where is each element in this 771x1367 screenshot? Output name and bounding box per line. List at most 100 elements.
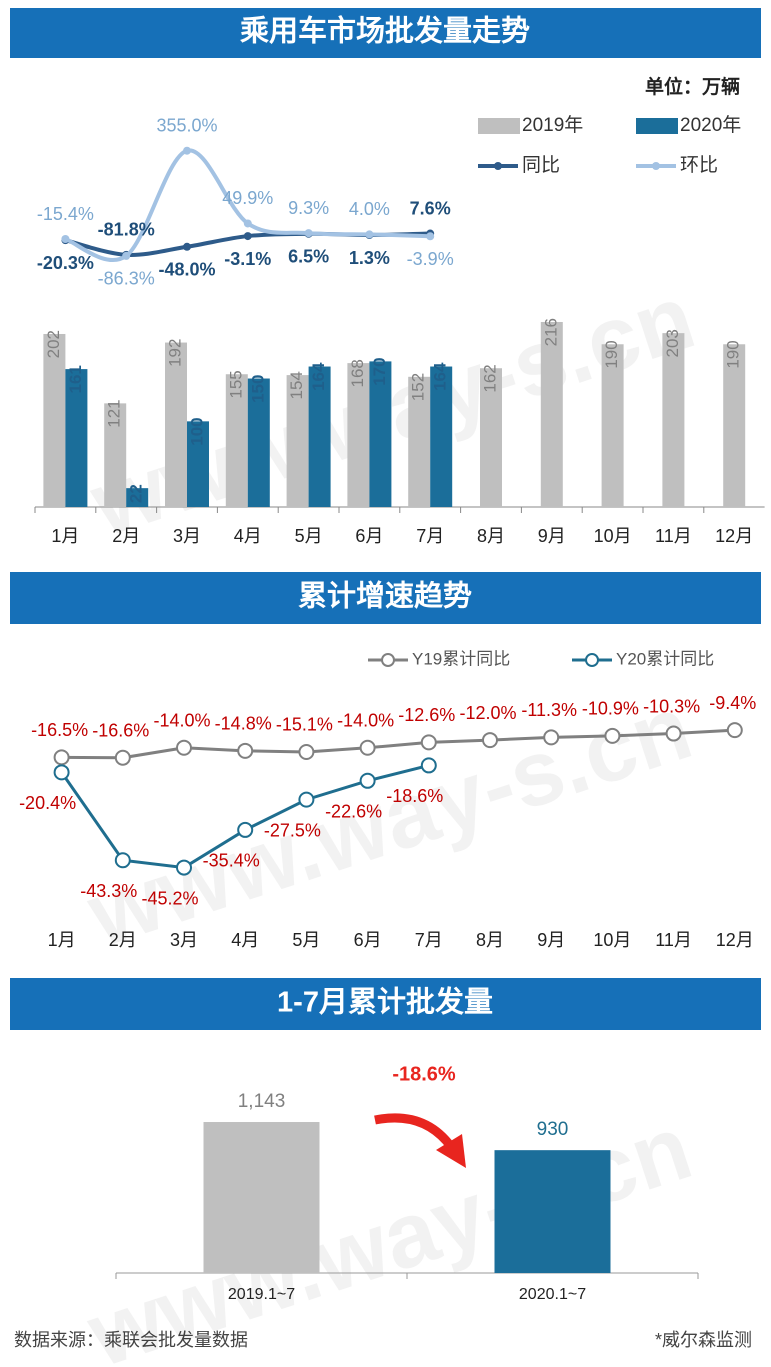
legend-label: 环比 [680,154,718,176]
x-tick-label: 11月 [655,930,692,950]
line-marker [543,729,560,746]
line-value-label: -18.6% [386,786,443,806]
line-marker [482,732,498,749]
bar [165,342,187,507]
line-value-label: -43.3% [80,881,137,901]
line-marker [53,764,70,781]
x-tick-label: 6月 [355,526,383,546]
bar-value-label: 162 [480,364,499,392]
line-value-label: -12.6% [398,705,455,725]
line-value-label: -16.5% [31,720,88,740]
line-marker [420,734,437,751]
line-value-label: -3.1% [224,249,271,269]
bar [430,366,453,507]
header-band [10,8,761,58]
x-tick-label: 6月 [354,930,382,950]
bar [104,403,127,507]
bar [369,361,392,507]
line-marker [114,852,131,869]
line-value-label: 6.5% [288,247,329,267]
arrow-head [436,1134,466,1168]
line-value-label: -35.4% [203,851,260,871]
line-marker [114,749,131,766]
line-value-label: 4.0% [349,199,390,219]
x-tick-label: 4月 [231,930,259,950]
x-tick-label: 4月 [234,526,262,546]
line-marker [665,725,682,742]
bar [308,366,331,507]
x-tick-label: 10月 [594,526,632,546]
unit-label: 单位：万辆 [645,75,740,98]
line-value-label: 1.3% [349,248,390,268]
x-tick-label: 3月 [170,930,198,950]
line-marker [298,791,315,808]
x-tick-label: 5月 [295,526,323,546]
line-value-label: -14.0% [153,711,210,731]
legend-label: 2019年 [522,114,583,136]
line-marker [420,757,437,774]
bar-value-label: 930 [537,1119,569,1140]
bar-value-label: 216 [541,318,560,346]
bar-value-label: 161 [66,365,85,393]
x-tick-label: 3月 [173,526,201,546]
bar-value-label: 203 [663,329,682,357]
bar [247,378,270,507]
bar-value-label: 100 [187,417,206,445]
x-tick-label: 8月 [477,526,505,546]
bar [126,488,149,507]
line-marker [243,232,252,241]
bar-value-label: 190 [602,340,621,368]
line-value-label: -86.3% [98,269,155,289]
chart-title: 乘用车市场批发量走势 [240,14,530,48]
line-marker [426,232,435,241]
legend-marker [585,653,599,667]
x-tick-label: 7月 [415,930,443,950]
line-value-label: -27.5% [264,820,321,840]
line-marker [243,219,252,228]
line-value-label: -20.3% [37,253,94,273]
line-marker [726,722,743,739]
line-marker [237,821,254,838]
bar [723,344,746,507]
x-tick-label: 8月 [476,930,504,950]
bar-value-label: 150 [248,375,267,403]
x-tick-label: 12月 [715,526,753,546]
bar-value-label: 22 [127,484,146,503]
line-marker [183,242,191,251]
bar [601,344,624,507]
line-value-label: -20.4% [19,793,76,813]
bar-value-label: 170 [370,357,389,385]
x-tick-label: 9月 [537,930,565,950]
bar-value-label: 164 [309,362,328,391]
bar [203,1122,320,1273]
line-marker [304,229,313,238]
x-tick-label: 1月 [51,526,79,546]
line-marker [237,742,254,759]
bar [480,368,502,507]
legend-swatch [478,118,520,134]
x-tick-label: 9月 [538,526,566,546]
line-value-label: -12.0% [459,703,516,723]
line-marker [176,859,192,876]
x-tick-label: 2月 [112,526,140,546]
x-tick-label: 7月 [416,526,444,546]
credit-note: *威尔森监测 [655,1330,752,1350]
legend-label: Y20累计同比 [616,649,714,668]
bar [540,321,563,507]
header-band [10,978,761,1030]
line-value-label: -14.8% [215,714,272,734]
line-value-label: -11.3% [521,700,577,720]
line-marker [53,749,70,766]
bar [43,333,66,507]
line-marker [176,739,192,756]
x-tick-label: 10月 [593,930,631,950]
x-tick-label: 1月 [48,930,76,950]
bar-value-label: 155 [226,370,245,398]
line-marker [122,251,131,260]
legend-marker [381,653,395,667]
line-value-label: -9.4% [709,693,756,713]
bar-value-label: 164 [431,362,450,391]
x-tick-label: 5月 [292,930,320,950]
